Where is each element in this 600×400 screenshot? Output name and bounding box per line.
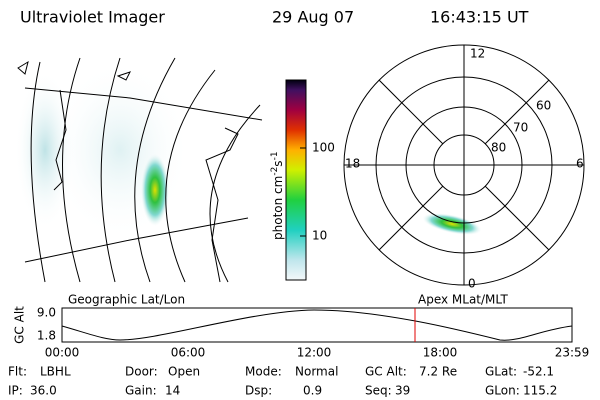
field-label: Mode: [245,365,282,379]
time-label: 00:00 [45,346,80,360]
time-label: 12:00 [297,346,332,360]
field-value: LBHL [40,365,71,379]
field-value: 115.2 [523,384,557,398]
field-label: GC Alt: [365,365,407,379]
field-value: 0.9 [303,384,322,398]
mlt-label: 18 [345,157,360,171]
geo-map [15,57,263,283]
polar-plot [343,44,585,286]
mlt-label: 12 [470,47,485,61]
map-label: Geographic Lat/Lon [68,293,185,307]
field-value: 14 [165,384,180,398]
axis-label: GC Alt [13,306,27,344]
altitude-curve [61,309,573,341]
field-label: Door: [125,365,158,379]
field-value: 7.2 Re [419,365,457,379]
field-value: -52.1 [523,365,554,379]
field-label: Dsp: [245,384,272,398]
mlt-label: 6 [576,157,584,171]
y-tick-label: 1.8 [37,329,56,343]
time-label: 06:00 [171,346,206,360]
y-tick-label: 9.0 [37,306,56,320]
time-label: 18:00 [423,346,458,360]
field-label: GLon: [485,384,520,398]
lat-label: 70 [513,121,528,135]
colorbar [285,79,307,281]
field-value: Normal [295,365,338,379]
unit-exp: -2 [270,167,280,176]
instrument: Ultraviolet Imager [20,8,165,27]
colorbar-tick-label: 100 [312,141,335,155]
field-label: GLat: [485,365,517,379]
field-label: Seq: [365,384,392,398]
unit-exp: -1 [270,151,280,160]
time-label: 23:59 [555,346,590,360]
field-value: 36.0 [30,384,57,398]
colorbar-tick-label: 10 [312,229,327,243]
unit: photon cm [271,176,285,240]
lat-label: 80 [491,141,506,155]
date: 29 Aug 07 [272,8,354,27]
polar-label: Apex MLat/MLT [418,293,508,307]
time: 16:43:15 UT [430,8,529,27]
field-value: 39 [395,384,410,398]
mlt-label: 0 [468,277,476,291]
field-label: Gain: [125,384,157,398]
field-label: IP: [8,384,23,398]
altitude-frame [61,307,573,343]
field-value: Open [168,365,200,379]
lat-label: 60 [536,99,551,113]
unit: s [271,160,285,166]
colorbar-unit: photon cm-2s-1 [270,151,285,240]
field-label: Flt: [8,365,27,379]
